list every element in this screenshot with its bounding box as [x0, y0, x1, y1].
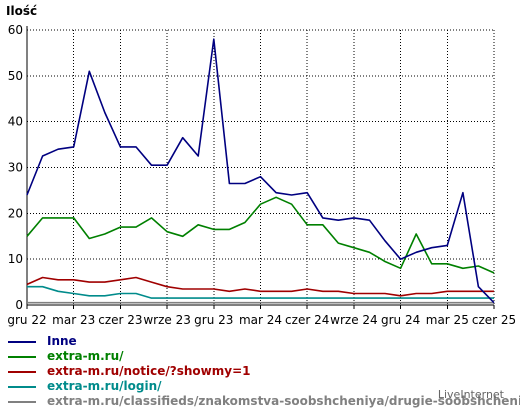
legend-item: Inne: [8, 334, 520, 349]
legend-swatch: [8, 385, 36, 388]
legend-item: extra-m.ru/: [8, 349, 520, 364]
legend-swatch: [8, 355, 36, 358]
y-tick-label: 10: [8, 252, 23, 266]
x-tick-label: czer 25: [472, 313, 516, 327]
legend-item: extra-m.ru/notice/?showmy=1: [8, 364, 520, 379]
series-line: [26, 38, 495, 304]
x-tick-label: czer 24: [285, 313, 329, 327]
x-tick-label: gru 24: [381, 313, 420, 327]
legend-label: Inne: [47, 334, 77, 348]
legend-item: extra-m.ru/login/: [8, 379, 520, 394]
y-tick-label: 50: [8, 69, 23, 83]
x-tick-label: gru 22: [7, 313, 46, 327]
legend-swatch: [8, 370, 36, 373]
y-tick-label: 0: [15, 298, 23, 312]
series-line: [26, 196, 495, 274]
x-tick-label: mar 24: [239, 313, 282, 327]
legend-label: extra-m.ru/: [47, 349, 124, 363]
y-tick-label: 60: [8, 23, 23, 37]
y-axis-title: Ilość: [6, 4, 38, 18]
y-tick-label: 20: [8, 206, 23, 220]
x-tick-label: mar 25: [426, 313, 469, 327]
x-tick-label: wrze 24: [330, 313, 378, 327]
x-tick-label: wrze 23: [143, 313, 191, 327]
x-tick-label: czer 23: [98, 313, 142, 327]
legend-swatch: [8, 340, 36, 343]
series-line: [27, 285, 494, 299]
legend-label: extra-m.ru/notice/?showmy=1: [47, 364, 251, 378]
y-tick-label: 40: [8, 115, 23, 129]
y-tick-label: 30: [8, 161, 23, 175]
series-line: [26, 276, 494, 297]
x-tick-label: mar 23: [52, 313, 95, 327]
watermark: LiveInternet: [437, 388, 504, 401]
legend-swatch: [8, 400, 36, 403]
legend-label: extra-m.ru/login/: [47, 379, 162, 393]
x-tick-label: gru 23: [194, 313, 233, 327]
